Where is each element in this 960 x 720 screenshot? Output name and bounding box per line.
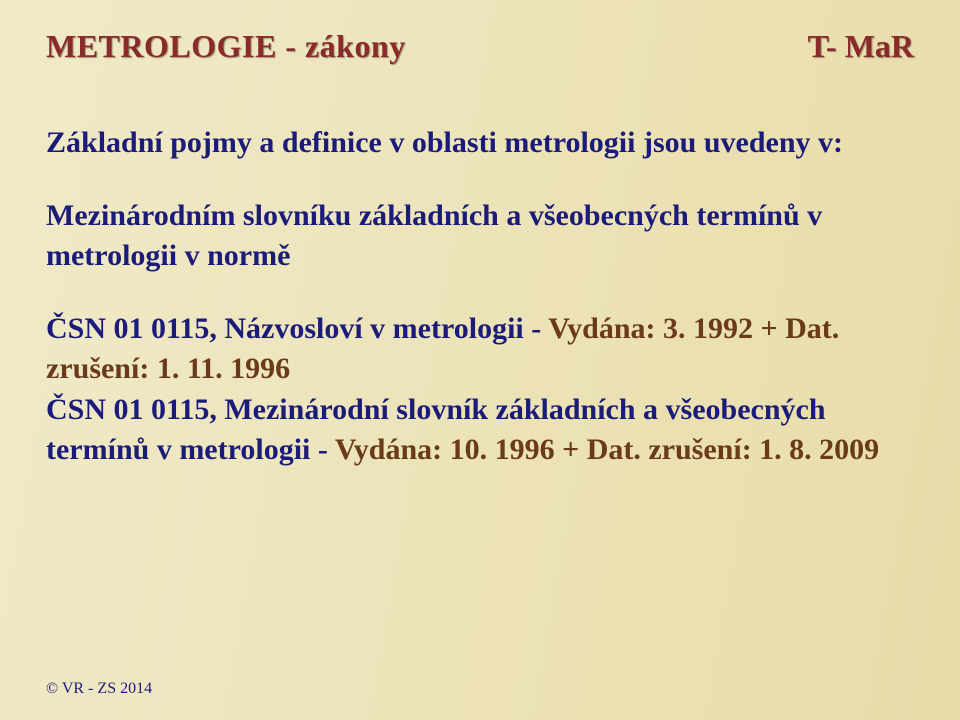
standard-2-dates: Vydána: 10. 1996 + Dat. zrušení: 1. 8. 2… (335, 433, 879, 466)
footer-copyright: © VR - ZS 2014 (46, 680, 152, 698)
standard-1-title: ČSN 01 0115, Názvosloví v metrologii - (46, 312, 548, 345)
header-row: METROLOGIE - zákony T- MaR (46, 28, 914, 65)
paragraph-source: Mezinárodním slovníku základních a všeob… (46, 196, 914, 277)
slide-title-right: T- MaR (808, 28, 914, 65)
paragraph-intro: Základní pojmy a definice v oblasti metr… (46, 123, 914, 164)
slide-content: Základní pojmy a definice v oblasti metr… (46, 123, 914, 471)
slide-title-left: METROLOGIE - zákony (46, 28, 406, 65)
slide: METROLOGIE - zákony T- MaR Základní pojm… (0, 0, 960, 720)
paragraph-standards: ČSN 01 0115, Názvosloví v metrologii - V… (46, 309, 914, 471)
